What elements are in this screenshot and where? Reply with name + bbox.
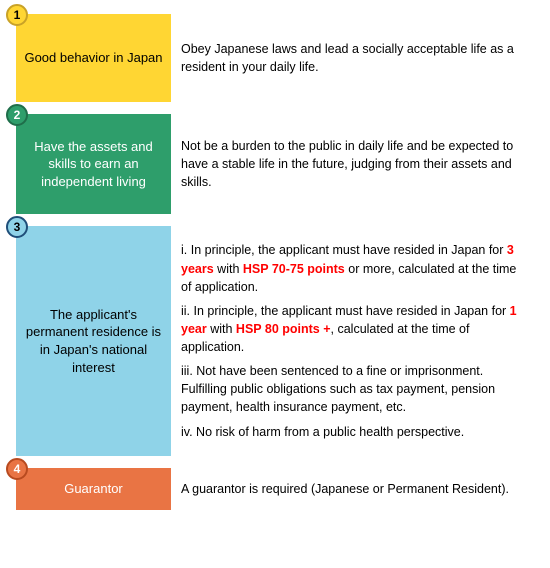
criteria-desc-line: ii. In principle, the applicant must hav… [181,302,524,356]
criteria-title-box-2: 2Have the assets and skills to earn an i… [16,114,171,214]
desc-text: iii. Not have been sentenced to a fine o… [181,364,495,414]
criteria-title: Have the assets and skills to earn an in… [24,138,163,191]
criteria-title-box-1: 1Good behavior in Japan [16,14,171,102]
highlight-text: HSP 80 points + [236,322,331,336]
criteria-number-badge: 3 [6,216,28,238]
criteria-desc-4: A guarantor is required (Japanese or Per… [171,468,534,510]
criteria-title-box-4: 4Guarantor [16,468,171,510]
criteria-title-box-3: 3The applicant's permanent residence is … [16,226,171,456]
criteria-number-badge: 4 [6,458,28,480]
criteria-row-3: 3The applicant's permanent residence is … [16,226,534,456]
desc-text: A guarantor is required (Japanese or Per… [181,482,509,496]
criteria-desc-line: Obey Japanese laws and lead a socially a… [181,40,524,76]
criteria-row-1: 1Good behavior in Japan Obey Japanese law… [16,14,534,102]
criteria-row-2: 2Have the assets and skills to earn an i… [16,114,534,214]
criteria-desc-line: iii. Not have been sentenced to a fine o… [181,362,524,416]
desc-text: iv. No risk of harm from a public health… [181,425,464,439]
criteria-desc-line: iv. No risk of harm from a public health… [181,423,524,441]
highlight-text: HSP 70-75 points [243,262,345,276]
criteria-number-badge: 1 [6,4,28,26]
criteria-title: Guarantor [64,480,123,498]
desc-text: ii. In principle, the applicant must hav… [181,304,510,318]
desc-text: Not be a burden to the public in daily l… [181,139,513,189]
criteria-desc-line: i. In principle, the applicant must have… [181,241,524,295]
criteria-desc-line: Not be a burden to the public in daily l… [181,137,524,191]
criteria-desc-3: i. In principle, the applicant must have… [171,226,534,456]
criteria-number-badge: 2 [6,104,28,126]
criteria-title: The applicant's permanent residence is i… [24,306,163,376]
desc-text: with [207,322,236,336]
criteria-title: Good behavior in Japan [24,49,162,67]
criteria-desc-2: Not be a burden to the public in daily l… [171,114,534,214]
criteria-desc-1: Obey Japanese laws and lead a socially a… [171,14,534,102]
desc-text: i. In principle, the applicant must have… [181,243,507,257]
desc-text: with [214,262,243,276]
desc-text: Obey Japanese laws and lead a socially a… [181,42,514,74]
criteria-desc-line: A guarantor is required (Japanese or Per… [181,480,524,498]
criteria-row-4: 4Guarantor A guarantor is required (Japan… [16,468,534,510]
